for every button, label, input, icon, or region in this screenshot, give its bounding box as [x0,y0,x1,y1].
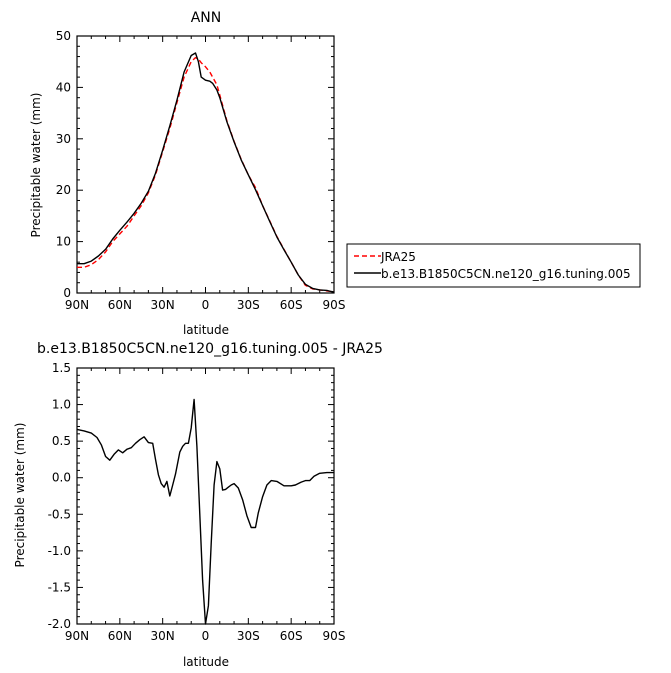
bottom-ytick-label: 1.0 [52,398,71,412]
bottom-ytick-label: -1.0 [48,544,71,558]
top-xtick-label: 30N [151,298,175,312]
bottom-ytick-label: 1.5 [52,361,71,375]
top-ytick-label: 0 [63,286,71,300]
bottom-ytick-label: -1.5 [48,580,71,594]
top-ylabel: Precipitable water (mm) [29,93,43,238]
bottom-ytick-label: 0.5 [52,434,71,448]
bottom-xlabel: latitude [183,655,229,669]
top-xlabel: latitude [183,323,229,337]
bottom-xtick-label: 30S [237,629,260,643]
bottom-xtick-label: 90N [65,629,89,643]
legend: JRA25 b.e13.B1850C5CN.ne120_g16.tuning.0… [346,243,641,288]
top-ytick-label: 30 [56,132,71,146]
top-series-1-line [77,52,335,293]
top-xtick-label: 0 [202,298,210,312]
bottom-plot-area: 90N 60N 30N 0 30S 60S 90S -2.0 -1.5 -1.0 -0.5 0.0 0.… [48,361,346,643]
top-xtick-label: 60N [108,298,132,312]
top-title: ANN [191,10,222,26]
bottom-ylabel: Precipitable water (mm) [13,423,27,568]
top-plot-area: 90N 60N 30N 0 30S 60S 90S 0 10 20 30 40 50 [56,29,346,312]
bottom-xtick-label: 90S [323,629,346,643]
top-xtick-label: 90S [323,298,346,312]
legend-label-model: b.e13.B1850C5CN.ne120_g16.tuning.005 [381,267,631,281]
top-ytick-label: 10 [56,235,71,249]
bottom-frame [76,367,335,625]
bottom-xtick-label: 60N [108,629,132,643]
top-frame [76,35,335,294]
legend-label-jra25: JRA25 [380,250,416,264]
bottom-series-0-line [76,398,334,625]
bottom-xtick-label: 30N [151,629,175,643]
top-xtick-label: 60S [280,298,303,312]
bottom-ytick-label: -0.5 [48,507,71,521]
bottom-xtick-label: 0 [202,629,210,643]
legend-box [346,243,641,288]
top-ytick-label: 40 [56,80,71,94]
bottom-ytick-label: -2.0 [48,617,71,631]
bottom-title: b.e13.B1850C5CN.ne120_g16.tuning.005 - J… [37,341,383,357]
top-xtick-label: 90N [65,298,89,312]
top-series-0-line [77,56,334,293]
top-ytick-label: 50 [56,29,71,43]
bottom-panel: b.e13.B1850C5CN.ne120_g16.tuning.005 - J… [13,341,383,669]
bottom-xtick-label: 60S [280,629,303,643]
top-xtick-label: 30S [237,298,260,312]
top-ytick-label: 20 [56,183,71,197]
top-panel: ANN 90N 60N 30N 0 30S 60S 90S 0 10 20 30 40 50 latit… [29,10,345,337]
bottom-ytick-label: 0.0 [52,471,71,485]
